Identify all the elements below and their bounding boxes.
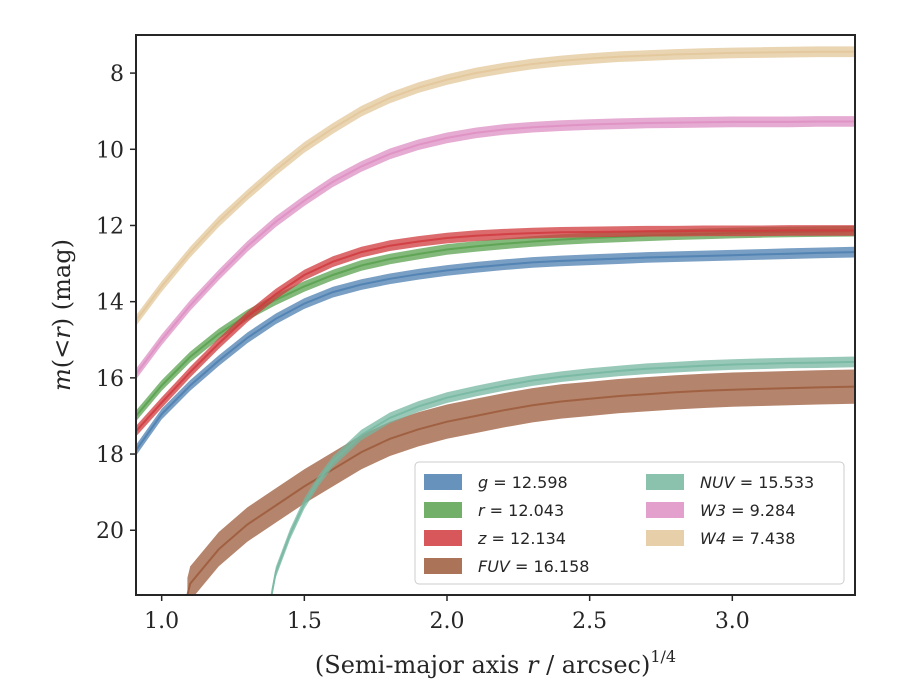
- x-tick-label: 2.0: [429, 609, 464, 634]
- x-tick-label: 1.5: [287, 609, 322, 634]
- series-line-g: [136, 251, 855, 451]
- series-band-w4: [136, 46, 855, 327]
- legend-swatch-fuv: [424, 558, 462, 574]
- legend-swatch-w3: [646, 502, 684, 518]
- x-tick-label: 3.0: [715, 609, 750, 634]
- legend: g = 12.598 r = 12.043 z = 12.134 FUV = 16.1…: [414, 461, 845, 585]
- series-line-z: [136, 229, 855, 432]
- legend-label-w4: W4 = 7.438: [700, 529, 795, 548]
- tick-layer: 1.0 1.5 2.0 2.5 3.0 8 10 12 14 16 18 20: [96, 62, 750, 634]
- plot-frame: [135, 34, 856, 596]
- legend-swatch-r: [424, 502, 462, 518]
- y-tick-label: 12: [96, 214, 124, 239]
- y-tick-label: 20: [96, 519, 124, 544]
- x-tick-label: 1.0: [144, 609, 179, 634]
- series-line-w4: [136, 50, 855, 322]
- legend-swatch-nuv: [646, 474, 684, 490]
- x-axis-label: (Semi-major axis r / arcsec)1/4: [315, 647, 676, 679]
- legend-label-nuv: NUV = 15.533: [700, 473, 814, 492]
- x-tick-label: 2.5: [572, 609, 607, 634]
- legend-label-z: z = 12.134: [477, 529, 566, 548]
- series-layer: [136, 46, 855, 595]
- series-line-nuv: [270, 360, 855, 595]
- legend-swatch-w4: [646, 530, 684, 546]
- y-tick-label: 10: [96, 138, 124, 163]
- legend-box: [414, 461, 845, 585]
- legend-label-w3: W3 = 9.284: [700, 501, 795, 520]
- y-tick-label: 14: [96, 291, 124, 316]
- legend-swatch-g: [424, 474, 462, 490]
- y-tick-label: 18: [96, 443, 124, 468]
- y-tick-label: 8: [110, 62, 124, 87]
- legend-swatch-z: [424, 530, 462, 546]
- y-axis-label: m(<r) (mag): [48, 239, 76, 391]
- legend-label-r: r = 12.043: [478, 501, 564, 520]
- series-line-w3: [136, 120, 855, 375]
- series-line-fuv: [186, 385, 855, 595]
- legend-label-fuv: FUV = 16.158: [478, 557, 589, 576]
- legend-label-g: g = 12.598: [478, 473, 568, 492]
- y-tick-label: 16: [96, 367, 124, 392]
